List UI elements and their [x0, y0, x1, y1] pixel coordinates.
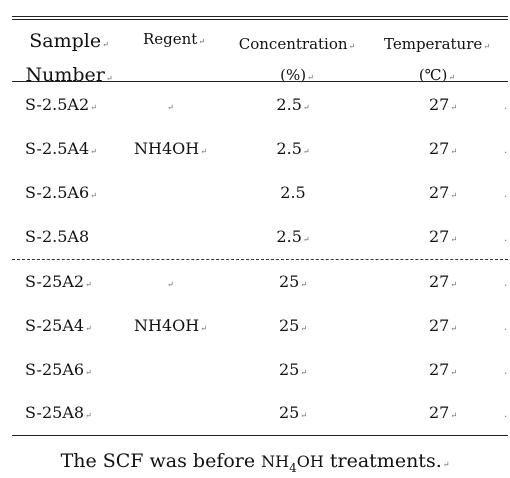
concentration-cell: 25↵ — [278, 272, 308, 291]
header-concentration: Concentration↵ (%)↵ — [238, 35, 356, 84]
header-sample-number: Sample↵ Number↵ — [25, 30, 113, 86]
regent-cell-empty: ↵ — [167, 103, 174, 112]
regent-cell: NH4OH↵ — [134, 316, 207, 335]
group-divider-dashed — [12, 259, 508, 260]
sample-cell: S-2.5A2↵ — [25, 95, 97, 114]
temperature-cell: 27↵ — [428, 316, 458, 335]
table-top-rule-inner — [12, 19, 508, 20]
stray-mark: · — [504, 325, 508, 336]
concentration-cell: 2.5 — [280, 183, 306, 202]
temperature-cell: 27↵ — [428, 95, 458, 114]
stray-mark: · — [504, 148, 508, 159]
header-temperature: Temperature↵ (℃)↵ — [384, 35, 490, 84]
regent-cell-empty: ↵ — [167, 280, 174, 289]
stray-mark: · — [504, 369, 508, 380]
temperature-cell: 27↵ — [428, 139, 458, 158]
sample-cell: S-25A6↵ — [25, 360, 92, 379]
sample-cell: S-2.5A6↵ — [25, 183, 97, 202]
sample-cell: S-25A8↵ — [25, 403, 92, 422]
concentration-cell: 2.5↵ — [276, 95, 310, 114]
table-top-rule — [12, 16, 508, 17]
sample-cell: S-2.5A8 — [25, 227, 90, 246]
regent-cell: NH4OH↵ — [134, 139, 207, 158]
temperature-cell: 27↵ — [428, 227, 458, 246]
stray-mark: · — [504, 412, 508, 423]
header-regent: Regent↵ — [142, 30, 206, 48]
concentration-cell: 25↵ — [278, 360, 308, 379]
concentration-cell: 25↵ — [278, 403, 308, 422]
temperature-cell: 27↵ — [428, 183, 458, 202]
concentration-cell: 2.5↵ — [276, 139, 310, 158]
sample-cell: S-2.5A4↵ — [25, 139, 97, 158]
temperature-cell: 27↵ — [428, 403, 458, 422]
sample-cell: S-25A2↵ — [25, 272, 92, 291]
sample-cell: S-25A4↵ — [25, 316, 92, 335]
header-rule — [12, 81, 508, 82]
stray-mark: · — [504, 236, 508, 247]
table-caption: The SCF was before NH4OH treatments.↵ — [60, 450, 450, 475]
concentration-cell: 25↵ — [278, 316, 308, 335]
temperature-cell: 27↵ — [428, 272, 458, 291]
stray-mark: · — [504, 104, 508, 115]
temperature-cell: 27↵ — [428, 360, 458, 379]
stray-mark: · — [504, 281, 508, 292]
concentration-cell: 2.5↵ — [276, 227, 310, 246]
table-bottom-rule — [12, 435, 508, 436]
stray-mark: · — [504, 192, 508, 203]
